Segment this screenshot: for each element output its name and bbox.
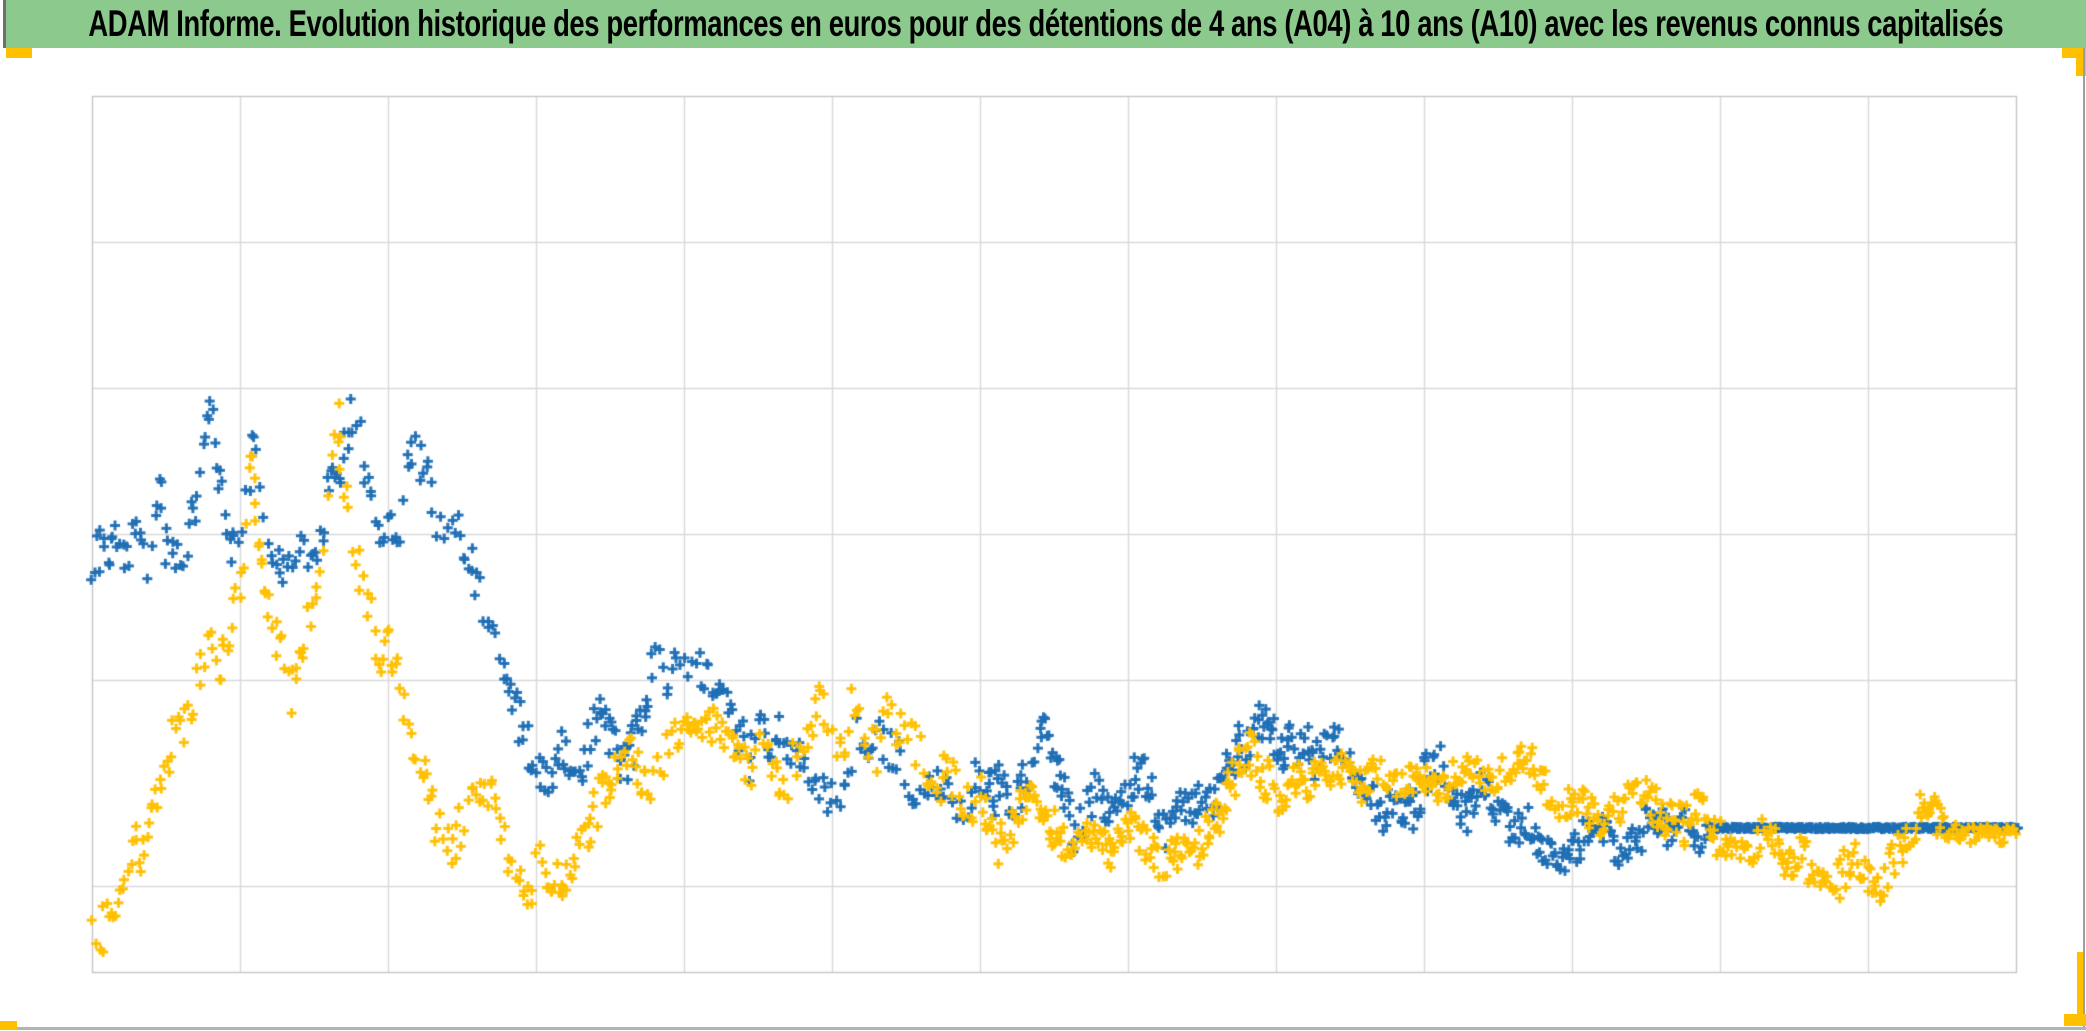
- yellow-accent-bottom-right-foot: [2064, 1014, 2086, 1026]
- yellow-accent-left-tab: [6, 48, 32, 58]
- title-bar: ADAM Informe. Evolution historique des p…: [6, 0, 2086, 48]
- yellow-accent-right-strip: [2077, 952, 2083, 1016]
- page-right-border-line: [2083, 48, 2085, 1028]
- title-left-edge-line: [3, 0, 6, 48]
- yellow-accent-top-right-horizontal: [2062, 48, 2086, 58]
- page-bottom-border-line: [0, 1027, 2086, 1030]
- yellow-accent-bottom-left-square: [0, 1021, 17, 1030]
- page-title: ADAM Informe. Evolution historique des p…: [88, 3, 2004, 44]
- yellow-accent-top-right-vertical: [2076, 48, 2086, 76]
